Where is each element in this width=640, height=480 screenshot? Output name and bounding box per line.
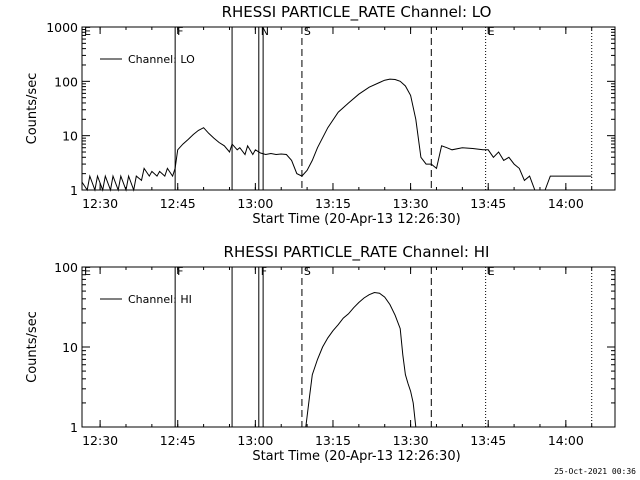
chart2-marker-label: F <box>261 265 267 278</box>
chart2-marker-label: E <box>84 265 91 278</box>
chart1-y-tick-label: 100 <box>54 74 78 89</box>
chart1-x-tick-label: 14:00 <box>548 196 584 211</box>
chart1-y-tick-label: 1000 <box>46 20 78 35</box>
chart1-x-tick-label: 12:45 <box>160 196 196 211</box>
chart1-marker-label: F <box>177 25 183 38</box>
chart2-x-tick-label: 12:30 <box>82 433 118 448</box>
chart1-x-tick-label: 13:30 <box>393 196 429 211</box>
chart2-x-tick-label: 13:45 <box>470 433 506 448</box>
chart1-y-axis-label: Counts/sec <box>25 73 40 145</box>
chart1-y-tick-label: 10 <box>62 129 78 144</box>
chart1-marker-label: E <box>488 25 495 38</box>
chart2-marker-label: S <box>304 265 311 278</box>
chart2-legend-label: Channel: HI <box>128 293 192 306</box>
chart1-marker-label: S <box>304 25 311 38</box>
chart1-x-axis-label: Start Time (20-Apr-13 12:26:30) <box>252 212 460 227</box>
chart1-x-tick-label: 13:45 <box>470 196 506 211</box>
chart1-marker-label: N <box>261 25 269 38</box>
chart2-y-tick-label: 100 <box>54 260 78 275</box>
chart1-title: RHESSI PARTICLE_RATE Channel: LO <box>222 3 492 22</box>
chart2-marker-label: E <box>488 265 495 278</box>
chart2-y-tick-label: 1 <box>70 420 78 435</box>
chart2-x-tick-label: 14:00 <box>548 433 584 448</box>
chart1-x-tick-label: 13:15 <box>315 196 351 211</box>
chart1-series-line <box>81 78 592 192</box>
chart2-series-line <box>305 291 417 428</box>
chart2-marker-label: F <box>177 265 183 278</box>
chart2-y-tick-label: 10 <box>62 340 78 355</box>
chart1-x-tick-label: 13:00 <box>237 196 273 211</box>
chart2-frame <box>81 266 616 428</box>
chart1-frame <box>81 26 616 191</box>
chart2-x-tick-label: 13:15 <box>315 433 351 448</box>
chart1-legend-label: Channel: LO <box>128 53 195 66</box>
chart2-x-tick-label: 13:00 <box>237 433 273 448</box>
chart2-x-tick-label: 12:45 <box>160 433 196 448</box>
chart1-y-tick-label: 1 <box>70 183 78 198</box>
chart1-x-tick-label: 12:30 <box>82 196 118 211</box>
timestamp: 25-Oct-2021 00:36 <box>554 467 636 476</box>
chart2-x-axis-label: Start Time (20-Apr-13 12:26:30) <box>252 449 460 464</box>
chart1-marker-label: E <box>84 25 91 38</box>
chart2-title: RHESSI PARTICLE_RATE Channel: HI <box>224 243 490 262</box>
chart2-y-axis-label: Counts/sec <box>25 311 40 383</box>
chart2-x-tick-label: 13:30 <box>393 433 429 448</box>
